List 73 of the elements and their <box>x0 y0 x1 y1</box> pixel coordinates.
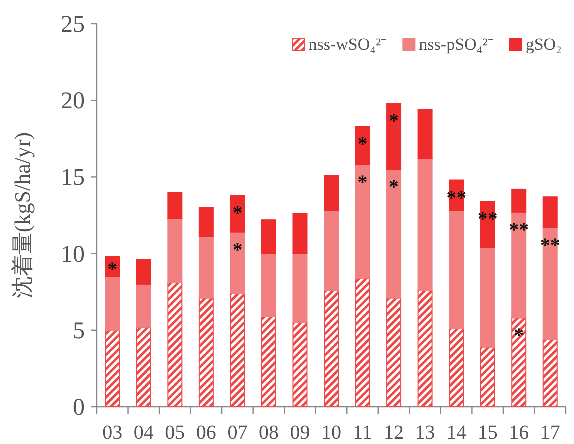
x-tick-label: 08 <box>258 422 279 444</box>
bar <box>324 210 339 292</box>
bar <box>386 169 402 299</box>
bar <box>168 282 183 408</box>
bar <box>418 290 433 408</box>
bar <box>292 253 308 324</box>
bar <box>480 346 496 408</box>
x-tick-label: 05 <box>165 422 186 444</box>
x-tick-label: 04 <box>134 422 154 444</box>
bar <box>418 158 433 292</box>
data-label: * <box>232 239 243 262</box>
bar <box>168 218 183 284</box>
data-label: * <box>389 110 400 133</box>
bar <box>512 188 527 213</box>
legend-label: gSO₂ <box>526 35 562 54</box>
bar <box>136 259 152 285</box>
bar <box>136 326 152 408</box>
x-tick-label: 16 <box>509 422 530 444</box>
bar <box>355 164 370 279</box>
bar <box>324 175 339 212</box>
bar <box>261 253 276 318</box>
bar <box>198 207 214 238</box>
x-tick-label: 17 <box>540 422 560 444</box>
data-label: * <box>358 172 368 194</box>
bar <box>292 322 308 408</box>
bar <box>449 328 464 408</box>
bar <box>355 126 370 166</box>
bar <box>261 316 276 408</box>
bar <box>418 109 433 160</box>
x-tick-label: 10 <box>322 422 342 444</box>
bar <box>449 210 464 330</box>
bar <box>261 220 276 254</box>
data-label: * <box>389 176 400 199</box>
x-tick-label: 09 <box>290 422 310 444</box>
x-tick-label: 11 <box>353 422 372 444</box>
x-tick-label: 07 <box>228 422 248 444</box>
y-tick-label: 15 <box>61 165 85 192</box>
y-tick-label: 25 <box>61 12 85 38</box>
y-tick-label: 5 <box>73 318 85 344</box>
bar <box>230 195 246 233</box>
x-tick-label: 14 <box>446 422 467 444</box>
bar <box>105 330 120 408</box>
y-tick-label: 20 <box>61 88 85 115</box>
x-tick-label: 06 <box>196 422 216 444</box>
x-tick-label: 13 <box>415 422 436 444</box>
bar <box>355 278 370 408</box>
data-label: * <box>514 325 524 348</box>
bar <box>198 236 214 299</box>
bar <box>136 284 152 328</box>
x-tick-label: 03 <box>102 422 123 444</box>
data-label: * <box>358 134 368 156</box>
legend-label: nss-pSO₄²⁻ <box>419 35 494 54</box>
x-tick-label: 12 <box>384 422 404 444</box>
bar <box>198 298 214 408</box>
bar <box>230 232 246 294</box>
x-tick-label: 15 <box>478 422 498 444</box>
bar <box>105 276 120 331</box>
bar <box>480 247 496 348</box>
y-axis-title: 沈着量(kgS/ha/yr) <box>10 132 35 299</box>
bar <box>386 103 402 170</box>
bar <box>230 293 246 408</box>
legend-label: nss-wSO₄²⁻ <box>308 35 388 54</box>
y-tick-label: 0 <box>73 395 85 421</box>
data-label: * <box>232 202 243 225</box>
data-label: * <box>108 258 118 281</box>
bar <box>512 318 527 408</box>
bar <box>324 290 339 408</box>
bar <box>386 298 402 408</box>
bar <box>542 339 558 408</box>
bar <box>292 213 308 254</box>
bar <box>542 196 558 228</box>
y-tick-label: 10 <box>61 242 85 268</box>
bar <box>168 192 183 220</box>
